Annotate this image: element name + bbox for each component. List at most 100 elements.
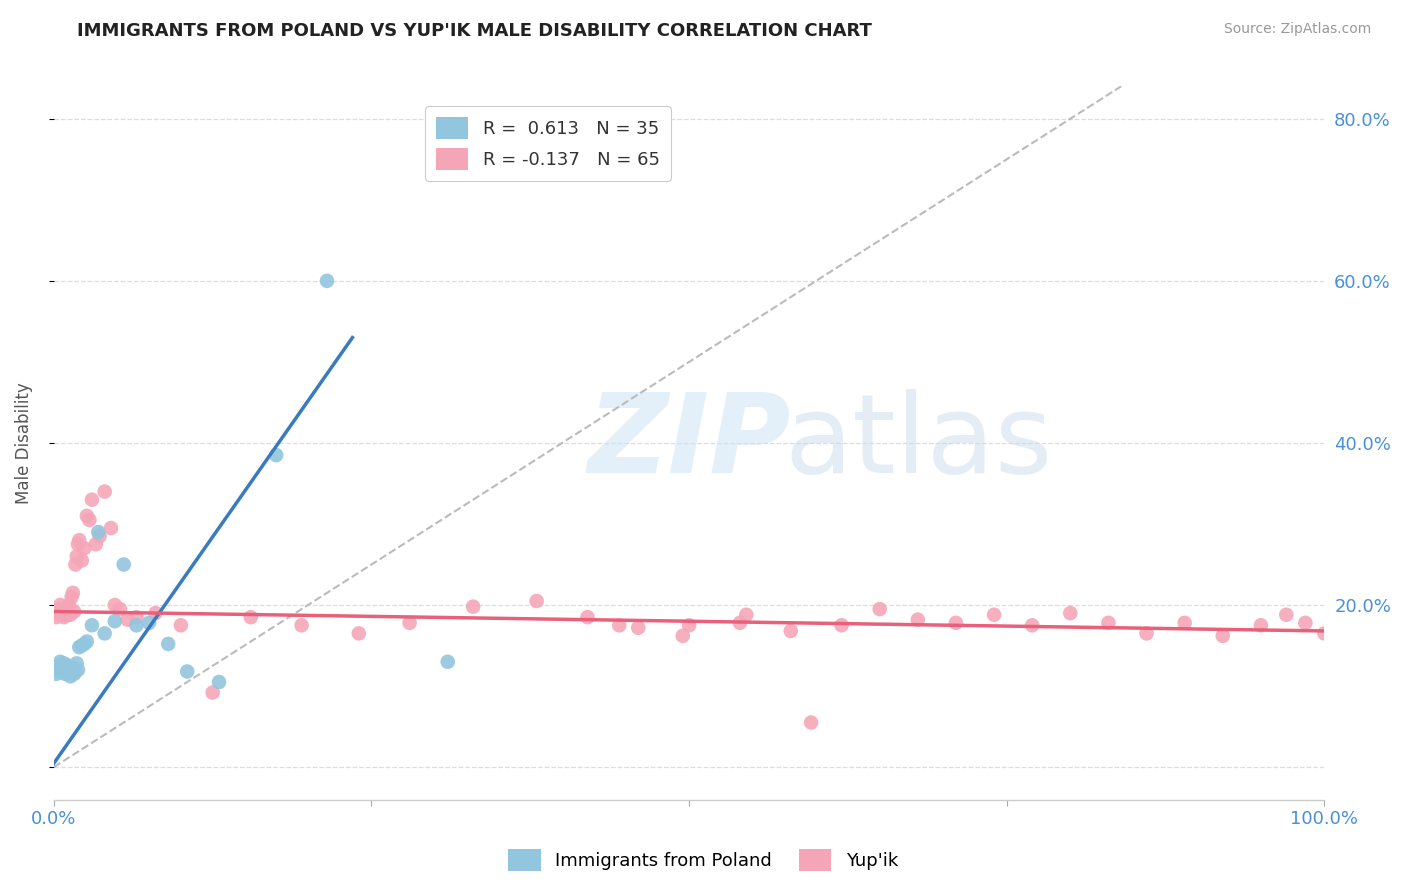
Point bbox=[627, 621, 650, 635]
Point bbox=[728, 615, 751, 630]
Point bbox=[264, 448, 287, 462]
Point bbox=[157, 637, 180, 651]
Point bbox=[52, 605, 75, 619]
Point bbox=[398, 615, 420, 630]
Point bbox=[56, 663, 79, 677]
Point bbox=[735, 607, 758, 622]
Point bbox=[170, 618, 193, 632]
Point bbox=[45, 667, 67, 681]
Point bbox=[1059, 606, 1081, 620]
Point bbox=[62, 661, 84, 675]
Text: IMMIGRANTS FROM POLAND VS YUP'IK MALE DISABILITY CORRELATION CHART: IMMIGRANTS FROM POLAND VS YUP'IK MALE DI… bbox=[77, 22, 872, 40]
Point bbox=[108, 602, 131, 616]
Point bbox=[59, 607, 82, 622]
Point bbox=[48, 658, 70, 673]
Point bbox=[51, 607, 73, 622]
Point bbox=[55, 665, 77, 679]
Point bbox=[53, 610, 76, 624]
Point bbox=[800, 715, 823, 730]
Point bbox=[67, 640, 90, 655]
Point bbox=[672, 629, 695, 643]
Text: atlas: atlas bbox=[785, 390, 1053, 497]
Point bbox=[76, 508, 98, 523]
Point bbox=[117, 613, 139, 627]
Y-axis label: Male Disability: Male Disability bbox=[15, 382, 32, 504]
Point bbox=[45, 610, 67, 624]
Point bbox=[138, 615, 160, 630]
Point bbox=[70, 553, 93, 567]
Point bbox=[46, 663, 69, 677]
Point bbox=[1097, 615, 1119, 630]
Point bbox=[201, 685, 224, 699]
Point bbox=[80, 492, 103, 507]
Point bbox=[58, 658, 80, 673]
Point bbox=[79, 513, 101, 527]
Point bbox=[945, 615, 967, 630]
Point bbox=[66, 537, 89, 551]
Text: ZIP: ZIP bbox=[588, 390, 792, 497]
Point bbox=[347, 626, 370, 640]
Point bbox=[65, 558, 87, 572]
Point bbox=[1294, 615, 1316, 630]
Point bbox=[607, 618, 630, 632]
Point bbox=[125, 610, 148, 624]
Point bbox=[84, 537, 107, 551]
Point bbox=[125, 618, 148, 632]
Point bbox=[48, 602, 70, 616]
Point bbox=[53, 667, 76, 681]
Point bbox=[1250, 618, 1272, 632]
Point bbox=[100, 521, 122, 535]
Point bbox=[526, 594, 548, 608]
Legend: Immigrants from Poland, Yup'ik: Immigrants from Poland, Yup'ik bbox=[501, 842, 905, 879]
Point bbox=[49, 598, 72, 612]
Point bbox=[62, 586, 84, 600]
Point bbox=[112, 558, 135, 572]
Point bbox=[983, 607, 1005, 622]
Point bbox=[316, 274, 339, 288]
Point bbox=[73, 541, 96, 556]
Point bbox=[63, 667, 86, 681]
Point bbox=[436, 655, 458, 669]
Point bbox=[176, 665, 198, 679]
Point bbox=[1135, 626, 1157, 640]
Point bbox=[104, 614, 127, 628]
Legend: R =  0.613   N = 35, R = -0.137   N = 65: R = 0.613 N = 35, R = -0.137 N = 65 bbox=[425, 106, 671, 181]
Point bbox=[907, 613, 929, 627]
Point bbox=[678, 618, 700, 632]
Point bbox=[52, 661, 75, 675]
Point bbox=[576, 610, 599, 624]
Text: Source: ZipAtlas.com: Source: ZipAtlas.com bbox=[1223, 22, 1371, 37]
Point bbox=[46, 606, 69, 620]
Point bbox=[66, 549, 89, 564]
Point bbox=[239, 610, 262, 624]
Point bbox=[1275, 607, 1298, 622]
Point bbox=[67, 533, 90, 548]
Point bbox=[1212, 629, 1234, 643]
Point bbox=[53, 657, 76, 671]
Point bbox=[104, 598, 127, 612]
Point bbox=[49, 655, 72, 669]
Point bbox=[208, 675, 231, 690]
Point bbox=[63, 605, 86, 619]
Point bbox=[55, 607, 77, 622]
Point bbox=[1174, 615, 1197, 630]
Point bbox=[58, 598, 80, 612]
Point bbox=[59, 669, 82, 683]
Point bbox=[89, 529, 111, 543]
Point bbox=[145, 606, 167, 620]
Point bbox=[70, 639, 93, 653]
Point bbox=[831, 618, 853, 632]
Point bbox=[93, 626, 115, 640]
Point bbox=[1021, 618, 1043, 632]
Point bbox=[779, 624, 801, 638]
Point bbox=[60, 665, 83, 679]
Point bbox=[73, 637, 96, 651]
Point bbox=[65, 665, 87, 679]
Point bbox=[56, 602, 79, 616]
Point bbox=[87, 525, 110, 540]
Point bbox=[60, 590, 83, 604]
Point bbox=[76, 634, 98, 648]
Point bbox=[1313, 626, 1336, 640]
Point bbox=[463, 599, 485, 614]
Point bbox=[53, 605, 76, 619]
